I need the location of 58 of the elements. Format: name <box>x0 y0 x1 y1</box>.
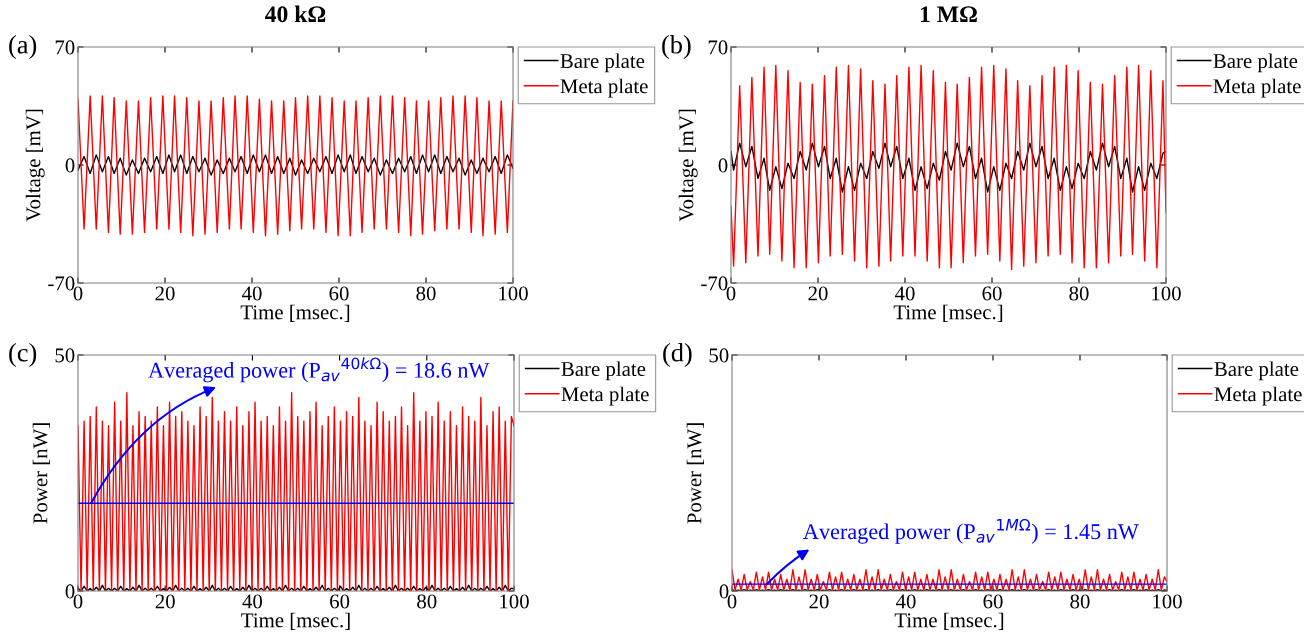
y-axis-title: Power [nW] <box>686 423 704 524</box>
x-axis-title: Time [msec.] <box>893 304 1003 322</box>
y-tick-label: -70 <box>48 276 75 291</box>
y-tick-label: 0 <box>719 584 729 599</box>
y-axis-title: Power [nW] <box>32 423 50 524</box>
x-tick-label: 40 <box>895 594 916 609</box>
text: (b) <box>662 35 691 59</box>
x-tick-label: 60 <box>983 594 1003 609</box>
x-tick-label: 80 <box>1069 286 1089 301</box>
x-tick-label: 100 <box>499 286 528 301</box>
text: (c) <box>9 343 37 367</box>
x-tick-label: 80 <box>1070 594 1090 609</box>
y-tick-label: 70 <box>55 40 75 55</box>
x-tick-label: 80 <box>416 286 436 301</box>
legend-label: Meta plate <box>1213 78 1301 98</box>
legend-label: Meta plate <box>561 386 649 406</box>
x-tick-label: 40 <box>242 594 263 609</box>
x-tick-label: 40 <box>894 286 915 301</box>
legend-label: Bare plate <box>1214 361 1299 381</box>
x-tick-label: 60 <box>330 594 350 609</box>
x-tick-label: 20 <box>808 286 828 301</box>
legend-label: Meta plate <box>560 78 648 98</box>
text: (a) <box>9 35 37 59</box>
legend-label: Bare plate <box>1213 53 1298 73</box>
x-tick-label: 80 <box>417 594 437 609</box>
x-tick-label: 100 <box>500 594 529 609</box>
x-tick-label: 40 <box>241 286 262 301</box>
chart-title: 1 MΩ <box>920 6 977 22</box>
y-tick-label: 0 <box>718 158 728 173</box>
line-series <box>731 64 1166 271</box>
y-tick-label: 50 <box>55 348 75 363</box>
legend-label: Meta plate <box>1214 386 1302 406</box>
x-tick-label: 20 <box>155 286 175 301</box>
x-tick-label: 60 <box>329 286 349 301</box>
y-tick-label: 0 <box>65 158 75 173</box>
annotation: Averaged power (P$_{av}$$^{1MΩ}$) = 1.45 nW <box>803 518 1139 544</box>
legend-label: Bare plate <box>560 53 645 73</box>
y-tick-label: 70 <box>708 40 728 55</box>
chart-title: 40 kΩ <box>265 5 326 23</box>
line-series <box>78 154 513 176</box>
x-tick-label: 100 <box>1152 286 1181 301</box>
annotation: Averaged power (P$_{av}$$^{40kΩ}$) = 18.6 nW <box>148 357 490 383</box>
x-axis-title: Time [msec.] <box>894 612 1004 630</box>
x-tick-label: 60 <box>982 286 1002 301</box>
line-series <box>78 95 513 237</box>
x-axis-title: Time [msec.] <box>240 304 350 322</box>
text: (d) <box>663 343 692 367</box>
y-axis-title: Voltage [mV] <box>678 109 698 222</box>
x-tick-label: 20 <box>155 594 175 609</box>
y-tick-label: 50 <box>709 348 729 363</box>
legend-label: Bare plate <box>561 361 646 381</box>
y-tick-label: -70 <box>701 276 728 291</box>
x-tick-label: 100 <box>1153 594 1182 609</box>
x-axis-title: Time [msec.] <box>241 612 350 630</box>
line-series <box>731 142 1166 193</box>
x-tick-label: 20 <box>809 594 829 609</box>
y-axis-title: Voltage [mV] <box>25 109 45 222</box>
y-tick-label: 0 <box>65 584 75 599</box>
